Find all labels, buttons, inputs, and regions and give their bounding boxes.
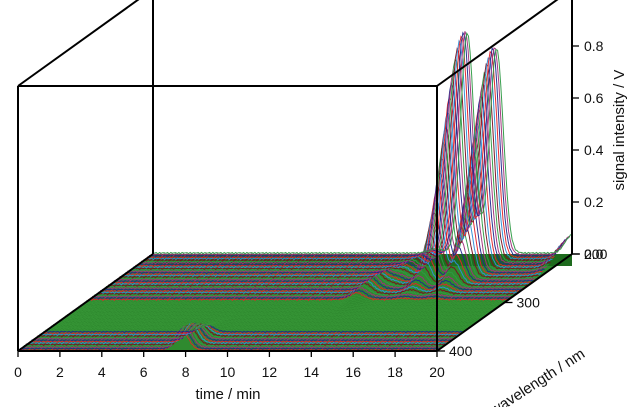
trace-line — [105, 270, 526, 289]
trace-line — [149, 31, 569, 258]
x-tick-label: 20 — [429, 364, 445, 380]
y-tick-label: 400 — [449, 343, 473, 359]
trace-line — [49, 323, 469, 329]
trace-line — [60, 317, 481, 321]
box-floor-left-edge — [17, 253, 154, 352]
x-tick-label: 2 — [56, 364, 64, 380]
x-tick-label: 16 — [345, 364, 361, 380]
trace-line — [19, 327, 440, 351]
z-tick-label: 0.4 — [584, 142, 604, 158]
z-tick-label: 0.0 — [584, 246, 604, 262]
trace-line — [33, 323, 453, 341]
waterfall-surface — [17, 31, 573, 352]
z-tick-label: 0.8 — [584, 38, 604, 54]
x-axis: 0 2 4 6 8 10 12 14 16 18 20 — [14, 351, 445, 380]
trace-line — [150, 31, 571, 257]
trace-line — [47, 323, 467, 331]
z-axis: 0.0 0.2 0.4 0.6 0.8 — [572, 38, 604, 262]
y-axis-title: wavelength / nm — [486, 345, 588, 407]
trace-line — [37, 323, 457, 338]
trace-line — [51, 322, 471, 328]
z-tick-label: 0.2 — [584, 194, 604, 210]
box-top-right-edge — [436, 0, 559, 87]
trace-line — [146, 35, 567, 259]
x-tick-label: 14 — [304, 364, 320, 380]
trace-line — [91, 287, 512, 299]
trace-line — [39, 323, 459, 337]
trace-line — [80, 300, 500, 307]
trace-line — [58, 318, 479, 322]
x-tick-label: 18 — [387, 364, 403, 380]
trace-line — [25, 323, 446, 347]
z-tick-label: 0.6 — [584, 90, 604, 106]
y-axis: 200 300 400 — [437, 246, 608, 359]
trace-line — [84, 296, 504, 304]
trace-line — [68, 311, 488, 315]
trace-line — [43, 324, 463, 334]
trace-line — [103, 273, 524, 290]
trace-line — [74, 307, 494, 311]
trace-line — [94, 284, 514, 297]
x-tick-label: 4 — [98, 364, 106, 380]
trace-line — [107, 265, 528, 287]
trace-line — [98, 279, 518, 295]
trace-line — [119, 212, 539, 279]
trace-line — [76, 304, 496, 310]
trace-line — [115, 233, 536, 282]
trace-line — [70, 310, 490, 314]
trace-line — [31, 322, 451, 342]
trace-line — [72, 308, 492, 313]
trace-line — [90, 289, 510, 300]
trace-line — [139, 69, 559, 265]
trace-line — [66, 313, 487, 317]
trace-line — [53, 321, 473, 327]
trace-line — [27, 323, 447, 345]
trace-line — [35, 323, 455, 339]
x-tick-label: 0 — [14, 364, 22, 380]
trace-line — [78, 303, 498, 308]
x-tick-label: 12 — [262, 364, 278, 380]
trace-line — [101, 276, 522, 292]
z-axis-title: signal intensity / V — [611, 70, 628, 191]
trace-line — [62, 316, 483, 320]
trace-line — [21, 325, 442, 349]
x-tick-label: 10 — [220, 364, 236, 380]
y-tick-label: 300 — [517, 295, 541, 311]
trace-line — [131, 125, 551, 271]
trace-line — [95, 282, 516, 296]
trace-line — [82, 298, 502, 306]
trace-line — [57, 319, 477, 324]
trace-line — [125, 172, 545, 275]
trace-line — [144, 39, 565, 261]
trace-line — [45, 323, 465, 332]
x-axis-title: time / min — [195, 386, 260, 403]
trace-line — [29, 323, 449, 344]
trace-line — [23, 323, 443, 348]
trace-line — [86, 294, 506, 303]
box-top-left-edge — [17, 0, 140, 87]
x-tick-label: 6 — [140, 364, 148, 380]
trace-line — [109, 257, 530, 286]
trace-line — [41, 323, 461, 335]
trace-line — [64, 314, 485, 318]
trace-line — [133, 112, 553, 269]
trace-line — [111, 251, 532, 285]
y-tick-label: 200 — [584, 246, 608, 262]
trace-line — [142, 47, 563, 262]
trace-line — [152, 31, 573, 255]
trace-line — [121, 200, 542, 278]
x-tick-label: 8 — [182, 364, 190, 380]
trace-line — [117, 223, 538, 280]
trace-line — [54, 320, 475, 325]
